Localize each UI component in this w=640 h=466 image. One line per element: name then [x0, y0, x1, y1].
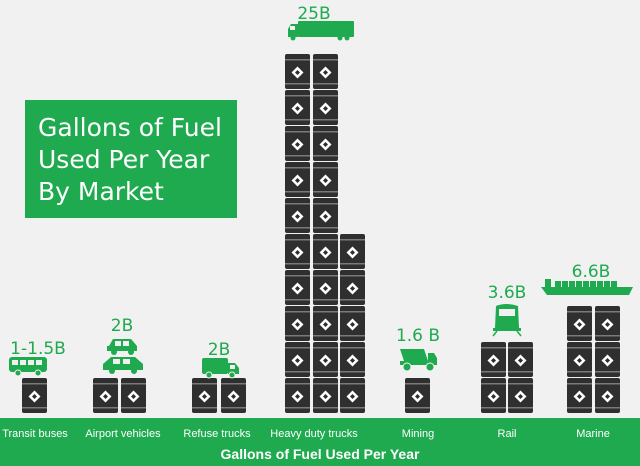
- barrel: [121, 378, 146, 413]
- barrel: [285, 234, 310, 269]
- barrel: [192, 378, 217, 413]
- barrel: [508, 378, 533, 413]
- category-label-airport-vehicles: Airport vehicles: [85, 428, 161, 440]
- barrel: [567, 378, 592, 413]
- category-label-rail: Rail: [497, 428, 517, 440]
- value-label-marine: 6.6B: [571, 262, 611, 282]
- dump-truck-icon: [400, 349, 437, 372]
- barrel: [340, 270, 365, 305]
- barrel: [285, 270, 310, 305]
- barrel: [595, 342, 620, 377]
- barrel: [285, 342, 310, 377]
- barrel: [313, 90, 338, 125]
- category-label-transit-buses: Transit buses: [2, 428, 68, 440]
- barrel: [508, 342, 533, 377]
- barrel: [313, 126, 338, 161]
- chart-title-line-3: By Market: [38, 177, 164, 206]
- locomotive-icon: [492, 304, 522, 337]
- value-label-rail: 3.6B: [487, 283, 527, 303]
- barrel: [22, 378, 47, 413]
- barrel: [285, 378, 310, 413]
- barrel: [481, 342, 506, 377]
- chart-title-line-2: Used Per Year: [38, 145, 210, 174]
- value-label-transit-buses: 1-1.5B: [10, 339, 66, 359]
- barrel: [221, 378, 246, 413]
- barrel: [313, 270, 338, 305]
- barrel: [285, 54, 310, 89]
- barrel: [313, 234, 338, 269]
- barrel: [340, 342, 365, 377]
- value-label-mining: 1.6 B: [395, 326, 441, 346]
- footer-band: [0, 418, 640, 466]
- barrel: [567, 342, 592, 377]
- barrel: [595, 306, 620, 341]
- value-label-refuse-trucks: 2B: [207, 340, 231, 360]
- value-label-heavy-duty-trucks: 25B: [297, 4, 331, 24]
- chart-title-line-1: Gallons of Fuel: [38, 113, 222, 142]
- chart-title-box: Gallons of Fuel Used Per Year By Market: [25, 100, 237, 218]
- barrel: [567, 306, 592, 341]
- barrel: [313, 198, 338, 233]
- category-label-mining: Mining: [401, 428, 435, 440]
- barrel: [285, 90, 310, 125]
- x-axis-title: Gallons of Fuel Used Per Year: [220, 446, 420, 462]
- barrel: [93, 378, 118, 413]
- barrel: [481, 378, 506, 413]
- barrel: [285, 162, 310, 197]
- semi-truck-icon: [288, 21, 354, 41]
- barrel: [340, 306, 365, 341]
- barrel: [313, 378, 338, 413]
- barrel: [595, 378, 620, 413]
- barrel: [340, 234, 365, 269]
- barrel: [313, 54, 338, 89]
- garbage-truck-icon: [202, 358, 239, 379]
- airport-vehicles-icon: [103, 339, 143, 374]
- barrel: [405, 378, 430, 413]
- cargo-ship-icon: [541, 279, 633, 295]
- category-label-heavy-duty-trucks: Heavy duty trucks: [270, 428, 358, 440]
- bus-icon: [9, 357, 47, 377]
- category-label-marine: Marine: [576, 428, 610, 440]
- barrel: [285, 198, 310, 233]
- barrel: [313, 306, 338, 341]
- category-label-refuse-trucks: Refuse trucks: [183, 428, 251, 440]
- barrel: [285, 306, 310, 341]
- value-label-airport-vehicles: 2B: [110, 316, 134, 336]
- barrel: [285, 126, 310, 161]
- barrel: [340, 378, 365, 413]
- barrel: [313, 342, 338, 377]
- barrel: [313, 162, 338, 197]
